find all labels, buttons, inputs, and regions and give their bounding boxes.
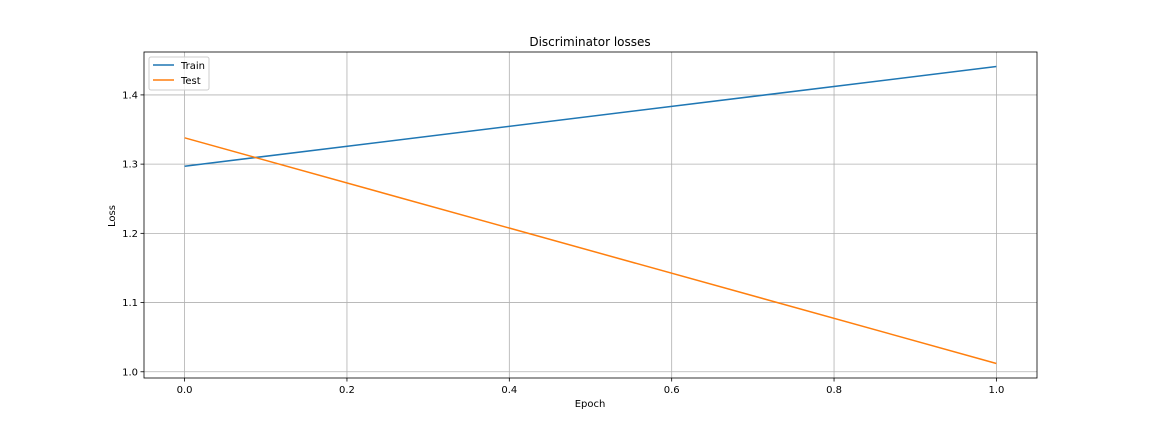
series-line-test [184, 137, 997, 365]
axis-ticks: 0.0 0.2 0.4 0.6 0.8 1.0 1.0 1.1 1.2 1.3 1.4 [122, 90, 1004, 396]
legend-label-train: Train [180, 61, 205, 72]
series-lines [184, 65, 997, 365]
y-tick-label: 1.0 [122, 367, 138, 378]
x-tick-label: 0.0 [177, 385, 193, 396]
chart-title: Discriminator losses [529, 35, 650, 49]
y-tick-label: 1.4 [122, 90, 138, 101]
x-tick-label: 0.2 [339, 385, 355, 396]
y-tick-label: 1.2 [122, 229, 138, 240]
grid [144, 52, 1037, 378]
legend: Train Test [148, 56, 210, 91]
plot-frame [143, 51, 1038, 379]
y-axis-label: Loss [107, 205, 118, 227]
x-tick-label: 0.4 [501, 385, 517, 396]
x-tick-label: 0.6 [664, 385, 680, 396]
x-tick-label: 1.0 [988, 385, 1004, 396]
plot-area [144, 52, 1037, 378]
legend-label-test: Test [180, 76, 201, 87]
y-tick-label: 1.1 [122, 298, 138, 309]
x-axis-label: Epoch [575, 399, 606, 410]
y-tick-label: 1.3 [122, 160, 138, 171]
series-line-train [184, 65, 997, 167]
x-tick-label: 0.8 [826, 385, 842, 396]
